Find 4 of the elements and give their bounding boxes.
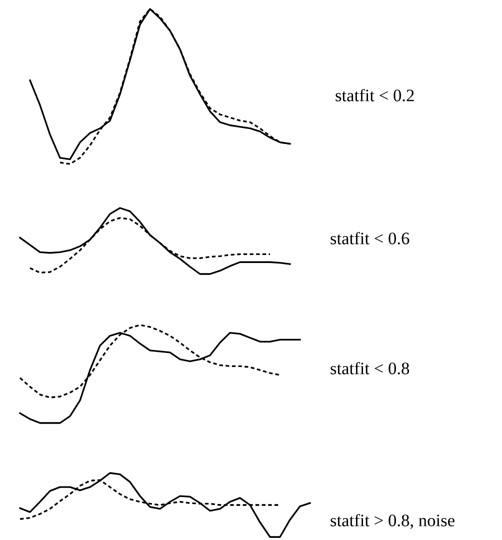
text: statfit < 0.8 bbox=[330, 362, 410, 374]
text: statfit < 0.6 bbox=[330, 232, 410, 244]
text: statfit < 0.2 bbox=[336, 88, 414, 102]
text: statfit > 0.8, noise bbox=[330, 514, 454, 529]
